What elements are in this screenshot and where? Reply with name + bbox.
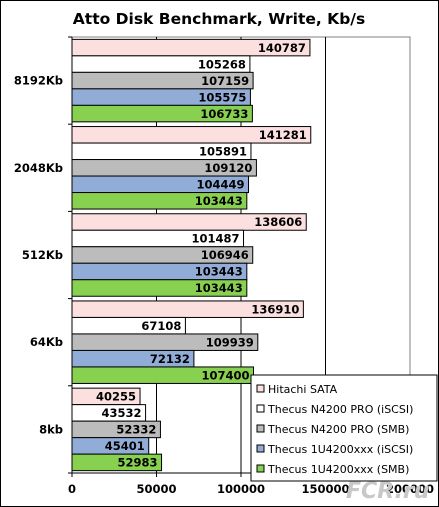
data-label: 138606: [254, 215, 302, 229]
bar: [71, 104, 253, 123]
x-tick-label: 0: [68, 482, 76, 496]
data-label: 103443: [195, 265, 243, 279]
data-label: 101487: [191, 232, 239, 246]
data-label: 67108: [141, 319, 181, 333]
data-label: 105268: [198, 57, 246, 71]
category-label: 2048Kb: [14, 161, 63, 175]
data-label: 45401: [105, 439, 145, 453]
bar: [71, 192, 248, 210]
data-label: 52983: [118, 456, 158, 470]
legend-swatch: [256, 424, 265, 433]
category-label: 8192Kb: [14, 74, 63, 88]
data-label: 141281: [259, 128, 307, 142]
data-label: 103443: [195, 281, 243, 295]
legend-box: [250, 374, 438, 482]
x-tick-label: 100000: [217, 482, 265, 496]
data-label: 104449: [197, 178, 245, 192]
data-label: 103443: [195, 194, 243, 208]
bar: [71, 300, 304, 318]
category-label: 64Kb: [30, 335, 63, 349]
bar: [71, 279, 248, 297]
data-label: 107400: [201, 368, 249, 382]
legend-swatch: [256, 384, 265, 393]
chart-title: Atto Disk Benchmark, Write, Kb/s: [73, 10, 365, 28]
data-label: 72132: [150, 352, 190, 366]
x-tick-labels: 0 50000 100000 150000 200000: [68, 482, 434, 496]
data-label: 109939: [206, 335, 254, 349]
category-label: 512Kb: [22, 248, 63, 262]
data-label: 106733: [200, 107, 248, 121]
legend-swatch: [256, 444, 265, 453]
data-label: 107159: [201, 74, 249, 88]
data-label: 52332: [116, 423, 156, 437]
data-label: 106946: [201, 248, 249, 262]
legend-entry: Hitachi SATA: [268, 383, 338, 396]
data-label: 40255: [96, 390, 136, 404]
bar-series: 140787 105268 107159 105575 106733 141281 1058…: [71, 38, 312, 472]
category-labels: 8192Kb 2048Kb 512Kb 64Kb 8kb: [14, 74, 63, 437]
category-label: 8kb: [39, 422, 63, 436]
watermark-logo: FCR.ru: [346, 479, 429, 504]
bar: [71, 453, 163, 472]
x-tick-label: 150000: [301, 482, 349, 496]
legend-swatch: [256, 404, 265, 413]
data-label: 105575: [198, 90, 246, 104]
legend-entry: Thecus 1U4200xxx (iSCSI): [267, 443, 413, 456]
legend: Hitachi SATA Thecus N4200 PRO (iSCSI) Thec…: [250, 374, 438, 482]
data-label: 140787: [258, 41, 306, 55]
data-label: 109120: [204, 161, 252, 175]
data-label: 105891: [199, 145, 247, 159]
x-tick-label: 50000: [136, 482, 176, 496]
data-label: 43532: [102, 406, 142, 420]
data-label: 136910: [251, 302, 299, 316]
x-tick-label: 200000: [386, 482, 434, 496]
legend-entry: Thecus N4200 PRO (SMB): [267, 423, 409, 436]
legend-entry: Thecus N4200 PRO (iSCSI): [267, 403, 413, 416]
legend-swatch: [256, 464, 265, 473]
legend-entry: Thecus 1U4200xxx (SMB): [267, 463, 409, 476]
